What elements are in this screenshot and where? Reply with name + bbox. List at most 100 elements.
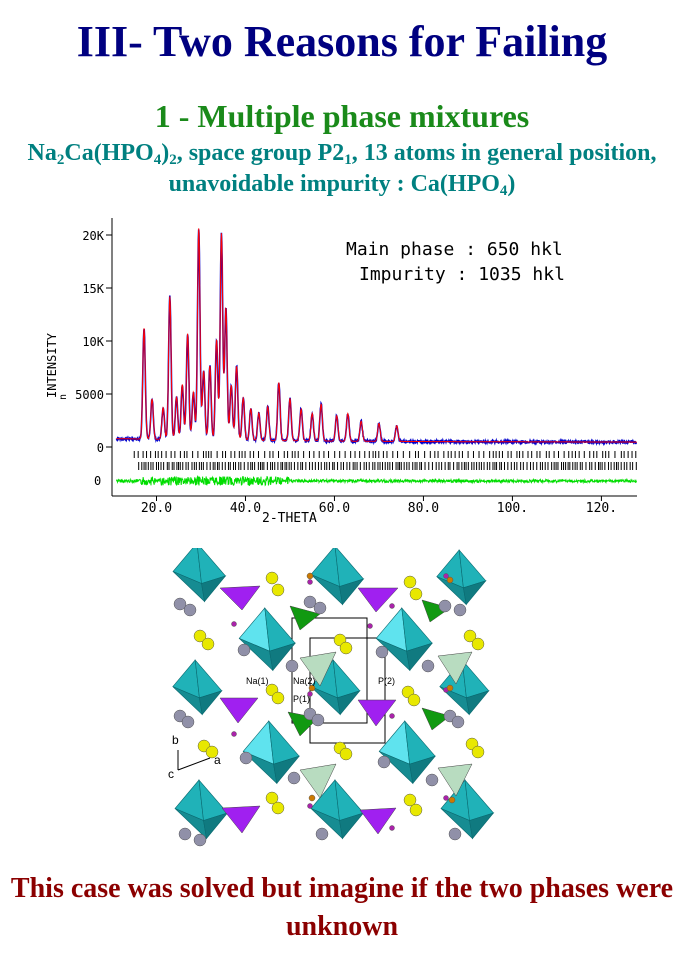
na-atom [181, 715, 195, 729]
octahedron [436, 549, 487, 606]
na-atom [287, 771, 301, 785]
h-atom [443, 795, 449, 801]
po4-tetrahedron [357, 699, 397, 727]
ca-atom [407, 693, 421, 707]
ca-atom [471, 637, 485, 651]
h-atom [231, 621, 237, 627]
ca-atom [265, 791, 279, 805]
page-title: III- Two Reasons for Failing [76, 17, 608, 66]
y-axis-minor-label: n [58, 394, 69, 400]
na-atom [315, 827, 329, 841]
ca-atom [403, 793, 417, 807]
h-atom [307, 579, 313, 585]
y-tick-label: 20K [82, 229, 104, 243]
o-atom [306, 572, 314, 580]
na-atom [303, 595, 317, 609]
o-atom [308, 794, 316, 802]
crystal-structure-view: Na(1) Na(2) P(1) P(2) b c a [168, 548, 495, 847]
pale-tetrahedron [299, 651, 337, 687]
polyhedra [172, 548, 495, 840]
plot-frame [111, 218, 637, 497]
ca-atom [271, 801, 285, 815]
h-atom [443, 573, 449, 579]
annotation-impurity: Impurity : 1035 hkl [359, 264, 565, 285]
x-tick-label: 120. [586, 501, 617, 516]
na-atom [438, 599, 452, 613]
h-atom [389, 603, 395, 609]
octahedron [310, 548, 365, 606]
atoms [173, 571, 485, 847]
axis-label-c: c [168, 767, 174, 781]
na-atom [237, 643, 251, 657]
powder-diffraction-plot: 20K 15K 10K 5000 0 20.0 40.0 60.0 80.0 100. 120. M… [45, 218, 638, 526]
axis-arrows [177, 750, 211, 771]
y-tick-label: 0 [97, 441, 104, 455]
na-atom [178, 827, 192, 841]
y-tick-label: 5000 [75, 388, 104, 402]
na-atom [425, 773, 439, 787]
ca-atom [193, 629, 207, 643]
pale-tetrahedron [437, 763, 473, 797]
x-axis-label: 2-THETA [262, 511, 317, 526]
h-atom [231, 731, 237, 737]
calculated-pattern [116, 228, 637, 443]
ca-atom [471, 745, 485, 759]
po4-tetrahedron [219, 697, 259, 724]
x-tick-label: 100. [497, 501, 528, 516]
na-atom [448, 827, 462, 841]
hpo4-tetrahedron [289, 605, 321, 631]
label-na1: Na(1) [246, 676, 269, 686]
octahedron [172, 659, 223, 716]
na-atom [285, 659, 299, 673]
conclusion-text: This case was solved but imagine if the … [10, 873, 674, 942]
section-subtitle: 1 - Multiple phase mixtures [154, 98, 530, 134]
ca-atom [339, 747, 353, 761]
na-atom [311, 713, 325, 727]
na-atom [239, 751, 253, 765]
octahedron [310, 779, 365, 840]
annotation-main-phase: Main phase : 650 hkl [346, 239, 563, 260]
difference-zero-label: 0 [94, 474, 101, 488]
po4-tetrahedron [359, 807, 397, 835]
ca-atom [265, 571, 279, 585]
compound-description: Na2Ca(HPO4)2, space group P21, 13 atoms … [27, 140, 657, 199]
ca-atom [201, 637, 215, 651]
h-atom [307, 691, 313, 697]
o-atom [308, 684, 316, 692]
na-atom [453, 603, 467, 617]
h-atom [307, 803, 313, 809]
label-na2: Na(2) [293, 676, 316, 686]
pale-tetrahedron [299, 763, 337, 799]
po4-tetrahedron [221, 805, 261, 834]
octahedron [174, 779, 229, 840]
na-atom [421, 659, 435, 673]
plot-ticks: 20K 15K 10K 5000 0 20.0 40.0 60.0 80.0 100. 120. [75, 229, 617, 516]
plot-lines [115, 228, 638, 487]
na-atom [377, 755, 391, 769]
ca-atom [205, 745, 219, 759]
axis-label-a: a [214, 753, 221, 767]
octahedron [172, 548, 227, 603]
octahedron [375, 607, 434, 672]
na-atom [375, 645, 389, 659]
ca-atom [271, 691, 285, 705]
x-tick-label: 80.0 [408, 501, 439, 516]
axis-label-b: b [172, 733, 179, 747]
o-atom [448, 796, 456, 804]
x-tick-label: 60.0 [319, 501, 350, 516]
octahedron [440, 779, 495, 840]
na-atom [173, 597, 187, 611]
pale-tetrahedron [437, 651, 473, 685]
octahedron [238, 607, 297, 672]
ca-atom [463, 629, 477, 643]
ca-atom [409, 587, 423, 601]
h-atom [389, 713, 395, 719]
difference-curve [115, 474, 637, 487]
x-tick-label: 40.0 [230, 501, 261, 516]
po4-tetrahedron [357, 587, 399, 613]
ca-atom [271, 583, 285, 597]
octahedron [310, 659, 361, 716]
label-p2: P(2) [378, 676, 395, 686]
label-p1: P(1) [293, 694, 310, 704]
na-atom [313, 601, 327, 615]
